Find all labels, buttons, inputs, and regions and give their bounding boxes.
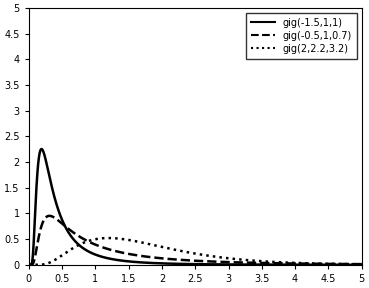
- Legend: gig(-1.5,1,1), gig(-0.5,1,0.7), gig(2,2.2,3.2): gig(-1.5,1,1), gig(-0.5,1,0.7), gig(2,2.…: [246, 13, 357, 58]
